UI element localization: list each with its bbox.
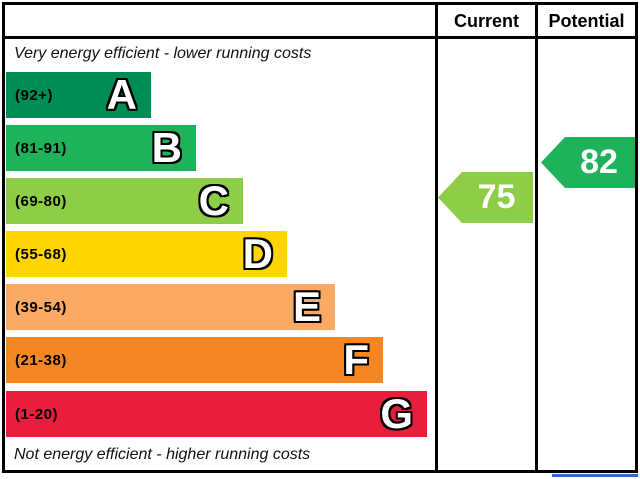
band-e-range-label: (39-54) [15, 298, 67, 316]
band-d-letter: D [242, 230, 273, 277]
band-a-letter: A [106, 71, 137, 118]
next-section-top-edge [552, 474, 638, 477]
potential-rating-arrow: 82 [541, 137, 635, 188]
band-g-range-label: (1-20) [15, 405, 59, 423]
column-divider-potential [535, 2, 538, 473]
epc-band-b: (81-91) B [6, 125, 196, 171]
epc-band-a: (92+) A [6, 72, 151, 118]
band-a-range-label: (92+) [15, 86, 53, 104]
band-c-range-label: (69-80) [15, 192, 67, 210]
band-c-letter: C [198, 177, 229, 224]
epc-band-f: (21-38) F [6, 337, 383, 383]
top-caption: Very energy efficient - lower running co… [14, 45, 312, 62]
band-e-letter: E [292, 283, 321, 330]
current-column-header: Current [453, 10, 519, 31]
epc-band-e: (39-54) E [6, 284, 335, 330]
column-divider-current [435, 2, 438, 473]
band-b-range-label: (81-91) [15, 139, 67, 157]
band-d-range-label: (55-68) [15, 245, 67, 263]
band-b-letter: B [151, 124, 182, 171]
table-outer-border [2, 2, 638, 473]
epc-band-g: (1-20) G [6, 391, 427, 437]
band-f-range-label: (21-38) [15, 351, 67, 369]
potential-column-header: Potential [548, 10, 625, 31]
header-row-divider [2, 36, 638, 39]
potential-rating-value: 82 [580, 143, 618, 181]
bottom-caption: Not energy efficient - higher running co… [14, 446, 311, 463]
band-g-letter: G [380, 390, 413, 437]
current-rating-value: 75 [477, 178, 516, 216]
band-f-letter: F [343, 336, 369, 383]
epc-band-c: (69-80) C [6, 178, 243, 224]
epc-band-d: (55-68) D [6, 231, 287, 277]
